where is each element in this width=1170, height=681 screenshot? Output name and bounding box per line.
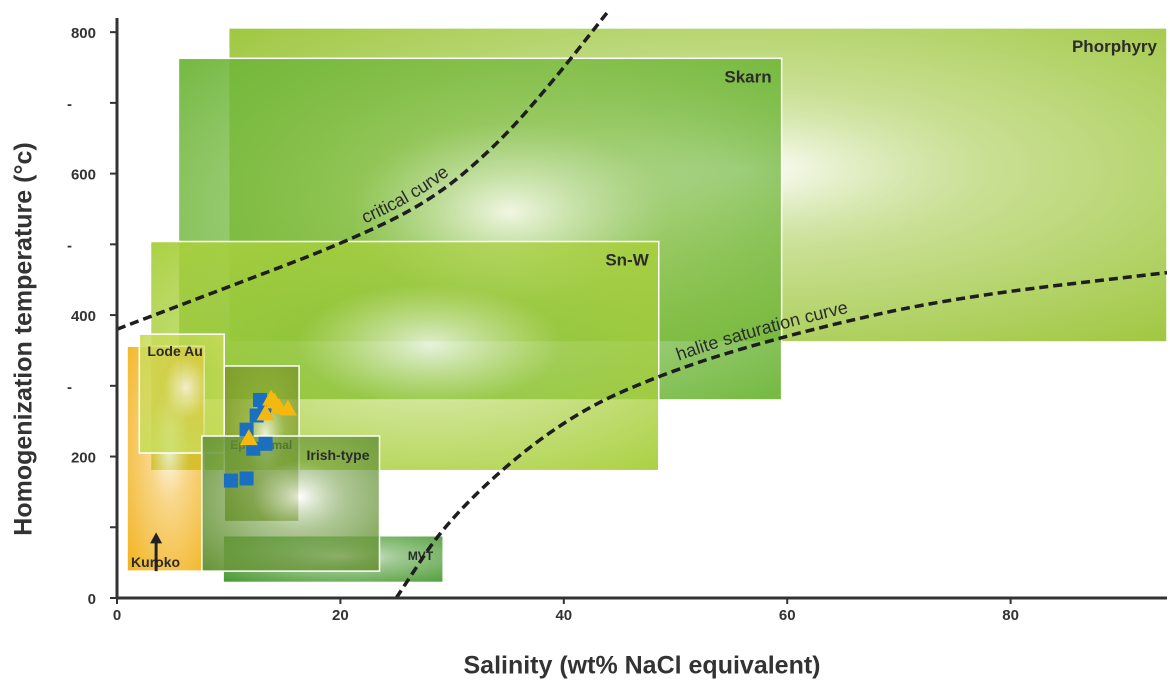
y-tick-label: 600 [71,167,96,184]
x-tick-label: 20 [332,607,349,624]
x-tick-label: 80 [1002,607,1019,624]
x-tick-label: 40 [555,607,572,624]
y-axis-title: Homogenization temperature (°c) [9,142,38,536]
square-marker [239,471,254,486]
y-tick-label: - [67,379,72,396]
square-marker [223,473,238,488]
square-marker [246,441,261,456]
axes: 0 200 - 400 - 600 - 800 0 20 40 60 80 [67,18,1167,624]
triangle-marker [239,429,258,446]
square-marker [258,436,273,451]
y-tick-label: - [67,96,72,113]
field-label-irish-type: Irish-type [306,447,369,463]
kuroko-arrow [150,532,163,572]
field-irish-type [201,435,381,572]
triangle-marker [256,404,275,421]
field-label-lode-au: Lode Au [147,343,202,359]
field-lode-au [138,333,225,454]
y-tick-label: - [67,237,72,254]
triangle-marker [265,392,284,409]
y-tick-label: 200 [71,450,96,467]
points-layer [223,389,297,488]
halite-saturation-curve [394,270,1168,599]
axes-layer: 0 200 - 400 - 600 - 800 0 20 40 60 80 [67,18,1167,624]
x-tick-label: 0 [113,607,121,624]
y-tick-label: 0 [88,591,96,608]
field-label-skarn: Skarn [724,67,771,86]
y-tick-label: 800 [71,25,96,42]
y-tick-label: 400 [71,308,96,325]
field-label-phorphyry: Phorphyry [1072,37,1158,56]
field-label-mvt: MVT [408,549,434,563]
x-tick-label: 60 [779,607,796,624]
x-axis-title: Salinity (wt% NaCl equivalent) [463,651,821,680]
triangle-marker [278,399,297,416]
field-label-sn-w: Sn-W [605,251,649,270]
critical-curve [116,9,610,331]
